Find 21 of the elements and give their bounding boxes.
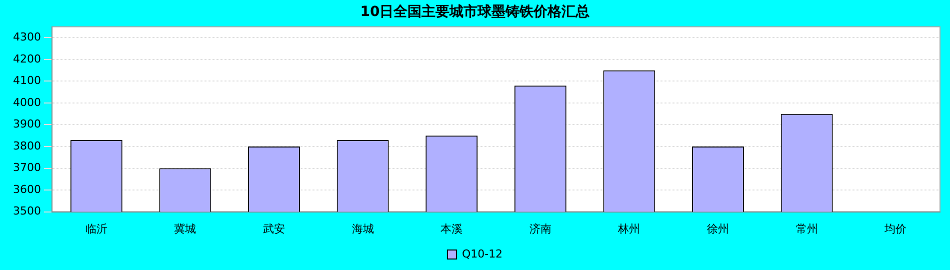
- x-tick-label: 常州: [796, 222, 818, 236]
- x-tick-label: 林州: [617, 222, 640, 236]
- x-tick-label: 冀城: [174, 222, 196, 236]
- y-tick-label: 4000: [12, 96, 41, 109]
- chart-title: 10日全国主要城市球墨铸铁价格汇总: [360, 3, 590, 20]
- x-tick-label: 临沂: [85, 222, 108, 236]
- x-tick-label: 本溪: [440, 222, 463, 236]
- y-tick-label: 4100: [12, 74, 41, 88]
- x-tick-label: 济南: [529, 222, 552, 236]
- x-tick-label: 徐州: [707, 222, 729, 236]
- y-tick-label: 3600: [12, 182, 41, 196]
- legend-label: Q10-12: [462, 247, 503, 260]
- y-tick-label: 3900: [12, 118, 41, 131]
- y-tick-label: 3800: [12, 139, 41, 152]
- y-tick-label: 4300: [12, 30, 41, 44]
- y-tick-label: 4200: [12, 52, 41, 66]
- x-tick-label: 海城: [352, 222, 374, 236]
- y-tick-label: 3500: [12, 204, 41, 218]
- y-tick-label: 3700: [12, 161, 41, 174]
- x-tick-label: 均价: [884, 222, 907, 236]
- x-tick-label: 武安: [262, 222, 285, 236]
